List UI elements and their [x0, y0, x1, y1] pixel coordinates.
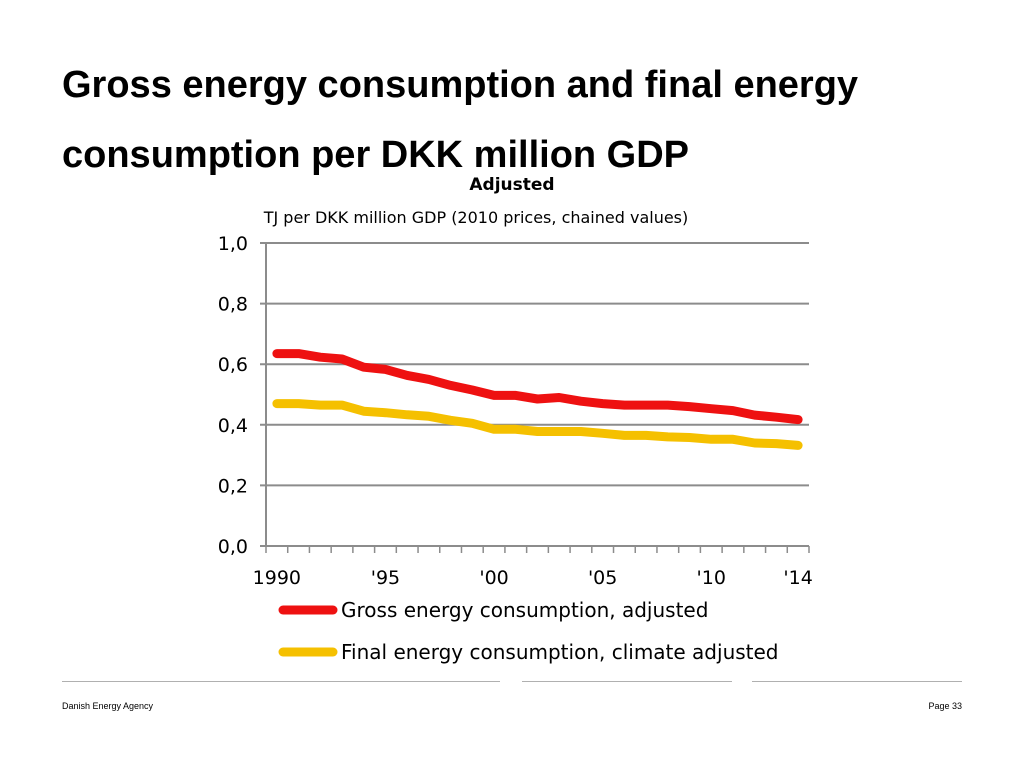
y-tick-label: 0,2	[218, 475, 248, 497]
chart-title: Adjusted	[469, 175, 554, 195]
series-lines	[272, 349, 803, 450]
y-tick-label: 0,6	[218, 354, 248, 376]
footer-divider-middle	[522, 681, 732, 682]
y-tick-label: 0,8	[218, 294, 248, 316]
x-tick-labels: 1990 '95 '00 '05 '10 '14	[253, 567, 813, 589]
y-tick-label: 0,4	[218, 415, 248, 437]
legend: Gross energy consumption, adjusted Final …	[278, 598, 779, 664]
legend-label: Final energy consumption, climate adjust…	[341, 640, 779, 664]
x-tick-label: '05	[588, 567, 617, 589]
legend-label: Gross energy consumption, adjusted	[341, 598, 708, 622]
x-tick-label: '10	[697, 567, 726, 589]
footer-divider-right	[752, 681, 962, 682]
x-tick-label: 1990	[253, 567, 301, 589]
footer-page-number: Page 33	[928, 701, 962, 711]
series-line-1	[272, 349, 803, 425]
y-axis-label: TJ per DKK million GDP (2010 prices, cha…	[263, 208, 689, 227]
y-tick-labels: 0,0 0,2 0,4 0,6 0,8 1,0	[218, 233, 248, 558]
x-tick-label: '00	[479, 567, 508, 589]
footer-organization: Danish Energy Agency	[62, 701, 154, 711]
grid-lines	[260, 242, 809, 487]
axes	[260, 243, 810, 553]
series-line-2	[272, 399, 803, 450]
x-tick-label: '95	[371, 567, 400, 589]
y-tick-label: 1,0	[218, 233, 248, 255]
slide-title: Gross energy consumption and final energ…	[62, 64, 859, 176]
x-tick-label: '14	[783, 567, 812, 589]
footer-divider-left	[62, 681, 500, 682]
y-tick-label: 0,0	[218, 536, 248, 558]
